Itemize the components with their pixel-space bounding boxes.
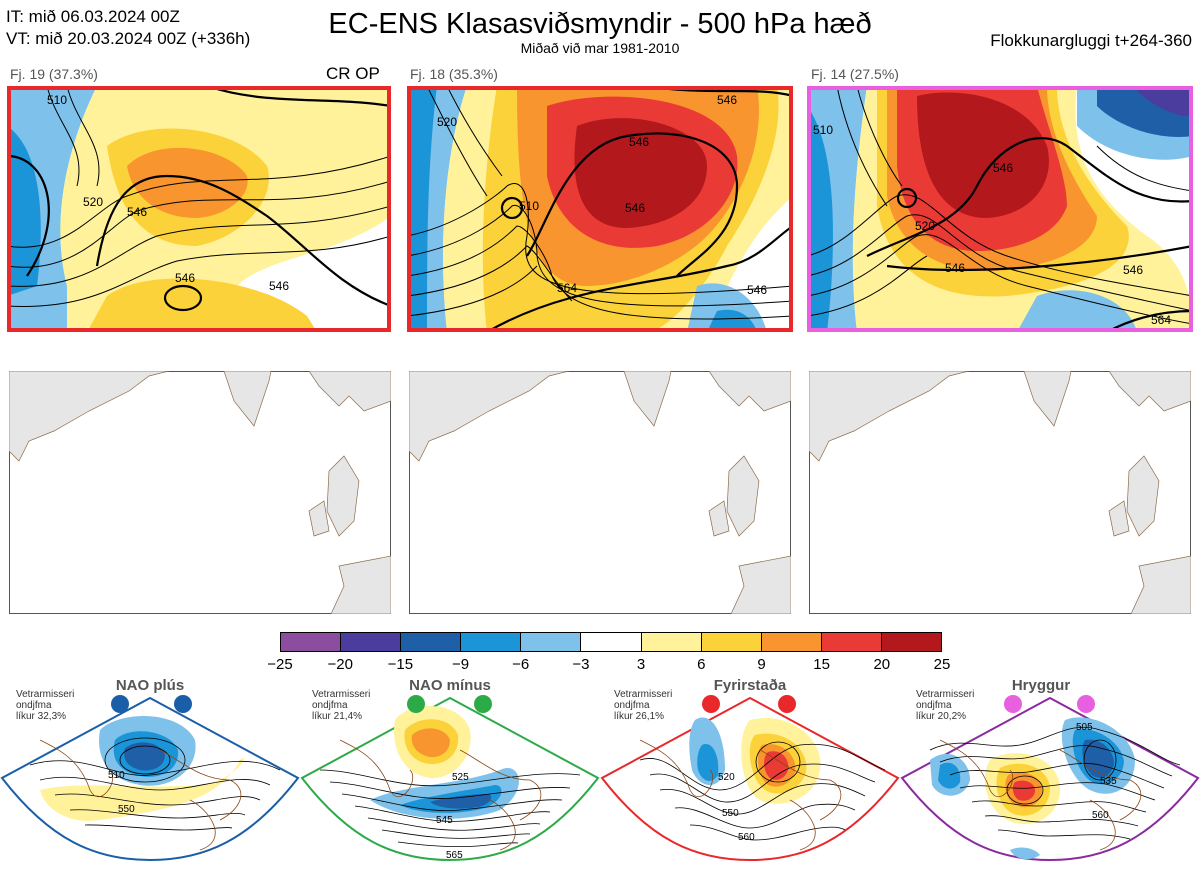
- colorbar-segment: [401, 633, 462, 651]
- valid-time: VT: mið 20.03.2024 00Z (+336h): [6, 29, 251, 48]
- contour-label: 546: [175, 271, 195, 285]
- regime-4-title: Hryggur: [1011, 677, 1071, 694]
- regime-2-map[interactable]: 525 545 565: [300, 690, 600, 870]
- colorbar-tick: 20: [873, 656, 891, 673]
- cluster-2-frame: [407, 86, 793, 332]
- regime-3-title: Fyrirstaða: [713, 677, 787, 694]
- cluster-1-map[interactable]: 510 520 546 546 546: [7, 86, 391, 332]
- contour-label: 546: [747, 283, 767, 297]
- regime-2-title: NAO mínus: [409, 677, 491, 694]
- regime-4-map[interactable]: 505 535 560: [900, 690, 1200, 870]
- colorbar-ticks: −25 −20 −15 −9 −6 −3 3 6 9 15 20 25: [267, 656, 950, 676]
- contour-label: 546: [625, 201, 645, 215]
- cluster-2-label: Fj. 18 (35.3%): [410, 66, 498, 82]
- regime-4-stats: Vetrarmisseri ondjfma líkur 20,2%: [916, 689, 975, 722]
- colorbar-segment: [701, 633, 762, 651]
- contour-label: 510: [47, 93, 67, 107]
- page-subtitle: Miðað við mar 1981-2010: [520, 40, 680, 56]
- contour-label: 546: [1123, 263, 1143, 277]
- forecast-times: IT: mið 06.03.2024 00Z VT: mið 20.03.202…: [6, 6, 250, 50]
- empty-map-panel-1: [9, 371, 391, 614]
- init-time: IT: mið 06.03.2024 00Z: [6, 7, 180, 26]
- contour-label: 520: [915, 219, 935, 233]
- contour-label: 510: [519, 199, 539, 213]
- colorbar-tick: −15: [387, 656, 414, 673]
- empty-map-panel-3: [809, 371, 1191, 614]
- cluster-3-map[interactable]: 510 520 546 546 546 564: [807, 86, 1193, 332]
- colorbar-tick: 6: [697, 656, 706, 673]
- cluster-1-label: Fj. 19 (37.3%): [10, 66, 98, 82]
- cluster-1-frame: [7, 86, 391, 332]
- colorbar-segment: [641, 633, 702, 651]
- regime-3-stats: Vetrarmisseri ondjfma líkur 26,1%: [614, 689, 673, 722]
- colorbar-tick: 9: [757, 656, 766, 673]
- contour-label: 560: [1092, 810, 1109, 821]
- colorbar-tick: −9: [451, 656, 470, 673]
- colorbar: [280, 632, 942, 652]
- page-title: EC-ENS Klasasviðsmyndir - 500 hPa hæð: [328, 8, 872, 40]
- contour-label: 546: [993, 161, 1013, 175]
- contour-label: 546: [269, 279, 289, 293]
- regime-1-title: NAO plús: [115, 677, 185, 694]
- regime-1-map[interactable]: 510 550: [0, 690, 300, 870]
- contour-label: 546: [127, 205, 147, 219]
- colorbar-segment: [281, 633, 342, 651]
- colorbar-segment: [761, 633, 822, 651]
- contour-label: 545: [436, 815, 453, 826]
- contour-label: 505: [1076, 722, 1093, 733]
- contour-label: 564: [557, 281, 577, 295]
- empty-map-panel-2: [409, 371, 791, 614]
- classification-window: Flokkunargluggi t+264-360: [990, 31, 1192, 50]
- colorbar-tick: −3: [572, 656, 590, 673]
- colorbar-tick: −25: [267, 656, 293, 673]
- contour-label: 564: [1151, 313, 1171, 327]
- colorbar-segment: [521, 633, 582, 651]
- regime-3-map[interactable]: 520 550 560: [600, 690, 900, 870]
- contour-label: 565: [446, 850, 463, 861]
- contour-label: 550: [722, 808, 739, 819]
- colorbar-tick: 25: [933, 656, 951, 673]
- colorbar-tick: −6: [512, 656, 530, 673]
- contour-label: 510: [108, 770, 125, 781]
- contour-label: 546: [717, 93, 737, 107]
- colorbar-segment: [461, 633, 522, 651]
- regime-2-stats: Vetrarmisseri ondjfma líkur 21,4%: [312, 689, 371, 722]
- colorbar-tick: −20: [327, 656, 353, 673]
- contour-label: 550: [118, 804, 135, 815]
- colorbar-segment: [821, 633, 882, 651]
- colorbar-tick: 3: [636, 656, 646, 673]
- contour-label: 525: [452, 772, 469, 783]
- colorbar-segment: [881, 633, 942, 651]
- contour-label: 510: [813, 123, 833, 137]
- contour-label: 546: [945, 261, 965, 275]
- cluster-3-frame: [807, 86, 1193, 332]
- contour-label: 520: [437, 115, 457, 129]
- contour-label: 560: [738, 832, 755, 843]
- colorbar-segment: [341, 633, 402, 651]
- contour-label: 520: [83, 195, 103, 209]
- cluster-1-tag: CR OP: [326, 64, 380, 83]
- colorbar-segment: [581, 633, 642, 651]
- contour-label: 535: [1100, 776, 1117, 787]
- cluster-2-map[interactable]: 520 510 546 546 564 546 546: [407, 86, 793, 332]
- regime-1-stats: Vetrarmisseri ondjfma líkur 32,3%: [16, 689, 75, 722]
- cluster-3-label: Fj. 14 (27.5%): [811, 66, 899, 82]
- colorbar-tick: 15: [813, 656, 830, 673]
- contour-label: 520: [718, 772, 735, 783]
- contour-label: 546: [629, 135, 649, 149]
